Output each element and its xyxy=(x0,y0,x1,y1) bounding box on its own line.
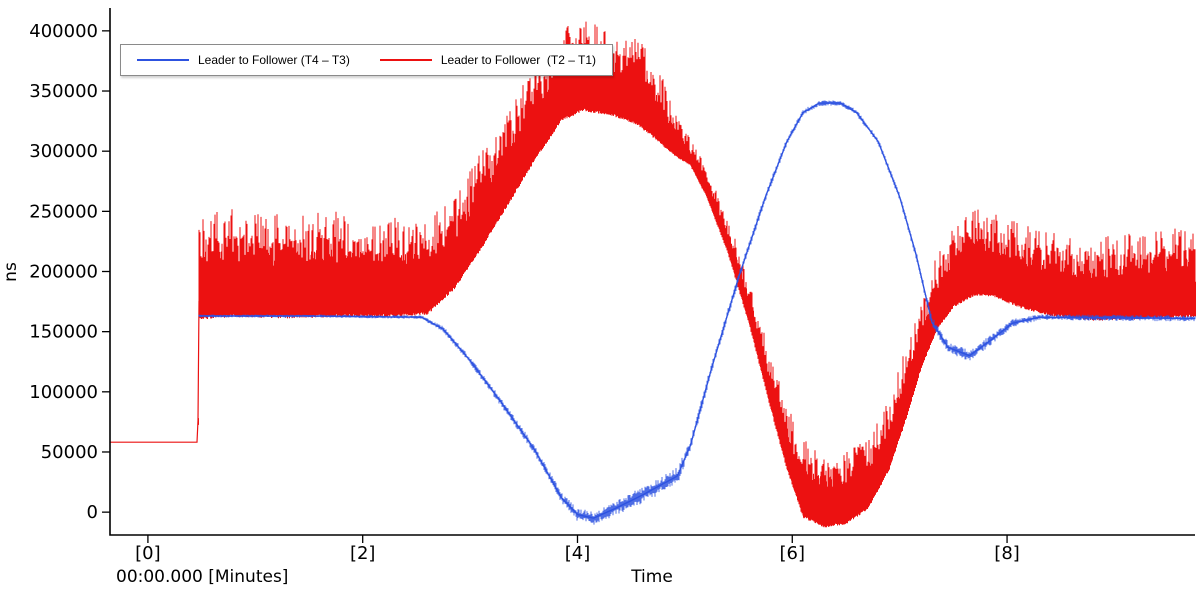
svg-text:[8]: [8] xyxy=(994,543,1020,564)
legend: Leader to Follower (T4 – T3) Leader to F… xyxy=(120,44,614,76)
svg-text:[0]: [0] xyxy=(135,543,161,564)
axes-layer: 0 50000 100000 150000 200000 250000 300000 3500… xyxy=(29,8,1195,564)
svg-text:[6]: [6] xyxy=(780,543,806,564)
svg-text:400000: 400000 xyxy=(29,21,98,42)
x-axis-unit-label: 00:00.000 [Minutes] xyxy=(116,567,288,587)
svg-text:100000: 100000 xyxy=(29,382,98,403)
svg-text:0: 0 xyxy=(87,502,98,523)
svg-text:350000: 350000 xyxy=(29,81,98,102)
legend-item-t2-t1: Leader to Follower (T2 – T1) xyxy=(379,53,597,67)
y-axis-title: ns xyxy=(1,262,21,282)
legend-item-t4-t3: Leader to Follower (T4 – T3) xyxy=(137,53,350,67)
series-layer xyxy=(110,21,1196,528)
x-axis-title: Time xyxy=(630,567,673,587)
legend-line-sample-blue xyxy=(137,59,189,61)
svg-text:50000: 50000 xyxy=(41,442,98,463)
svg-text:150000: 150000 xyxy=(29,322,98,343)
svg-text:[4]: [4] xyxy=(565,543,591,564)
svg-text:200000: 200000 xyxy=(29,262,98,283)
legend-line-sample-red xyxy=(379,59,432,61)
svg-text:300000: 300000 xyxy=(29,141,98,162)
legend-label-t4-t3: Leader to Follower (T4 – T3) xyxy=(198,53,350,67)
svg-text:[2]: [2] xyxy=(350,543,376,564)
svg-text:250000: 250000 xyxy=(29,201,98,222)
legend-label-t2-t1: Leader to Follower (T2 – T1) xyxy=(440,53,597,67)
